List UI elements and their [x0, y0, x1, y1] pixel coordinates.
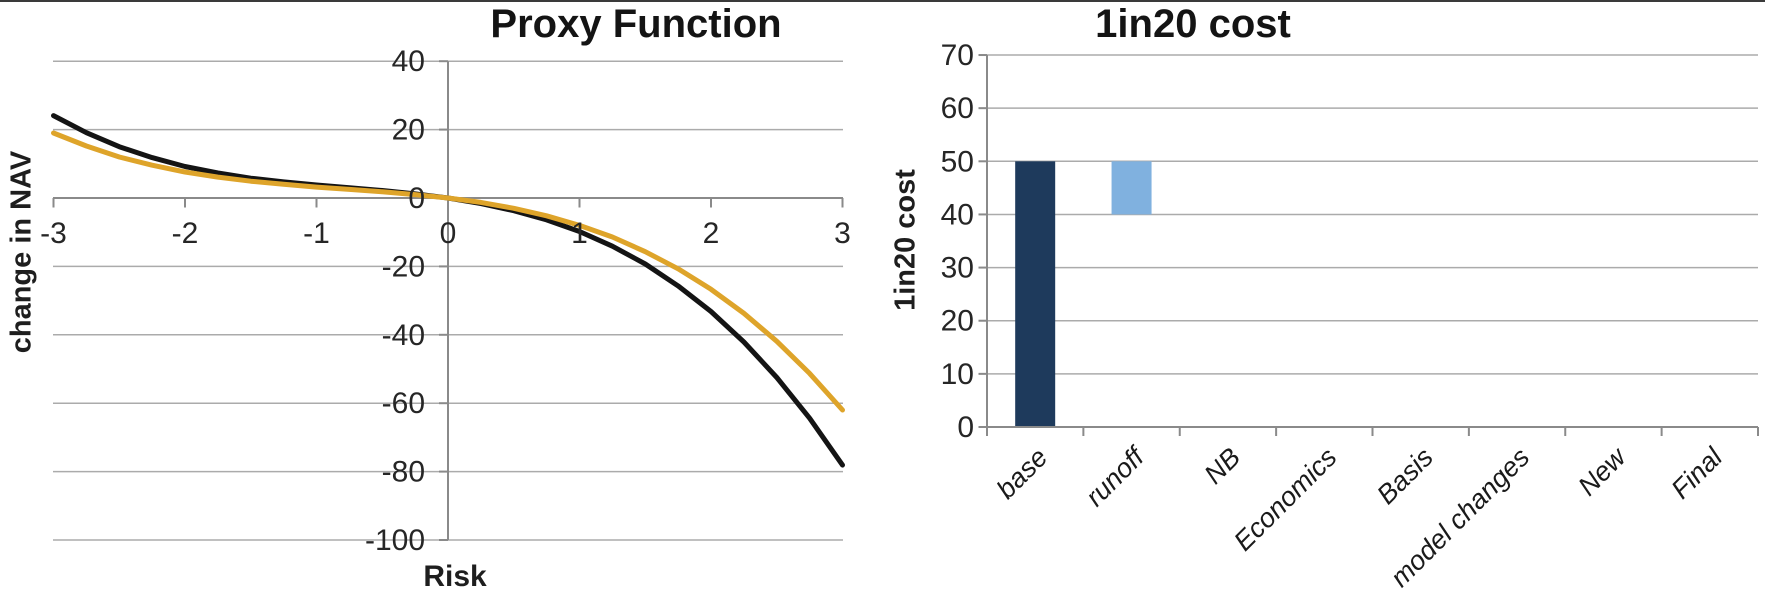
- left-chart-title: Proxy Function: [490, 2, 782, 46]
- series-line-proxy: [51, 130, 845, 413]
- y-tick-label: 70: [941, 39, 974, 72]
- left-y-axis-title: change in NAV: [5, 150, 38, 354]
- y-tick-label: 60: [941, 92, 974, 125]
- y-tick-label: 40: [392, 45, 425, 78]
- y-tick-label: 30: [941, 252, 974, 285]
- y-tick-label: -40: [382, 319, 425, 352]
- y-tick-label: -80: [382, 456, 425, 489]
- y-tick-label: 40: [941, 198, 974, 231]
- y-tick-label: -100: [365, 524, 425, 557]
- right-chart-title: 1in20 cost: [1095, 2, 1291, 46]
- category-label-Basis: Basis: [1371, 442, 1439, 510]
- y-tick-label: 20: [392, 114, 425, 147]
- proxy-function-chart: 40 20 0 -20 -40 -60 -80 -100 -3 -2 -1 0 1 2 3: [40, 45, 851, 557]
- y-tick-label: 20: [941, 305, 974, 338]
- x-tick-label: 3: [834, 217, 851, 250]
- category-label-base: base: [991, 442, 1054, 505]
- x-tick-label: 2: [703, 217, 720, 250]
- y-tick-label: 10: [941, 358, 974, 391]
- y-tick-label: 50: [941, 145, 974, 178]
- y-tick-label: 0: [408, 182, 425, 215]
- category-label-Final: Final: [1665, 441, 1728, 504]
- bar-base: [1015, 161, 1056, 428]
- x-tick-label: -3: [40, 217, 67, 250]
- right-y-axis-title: 1in20 cost: [889, 169, 922, 311]
- top-border-line: [0, 0, 1765, 2]
- category-label-New: New: [1572, 441, 1632, 501]
- category-label-Economics: Economics: [1228, 442, 1343, 557]
- bar-runoff: [1111, 161, 1152, 215]
- x-tick-label: -1: [303, 217, 330, 250]
- x-tick-label: 1: [571, 217, 588, 250]
- x-tick-label: -2: [172, 217, 199, 250]
- category-label-NB: NB: [1198, 442, 1246, 490]
- category-label-runoff: runoff: [1080, 440, 1152, 512]
- x-tick-label: 0: [440, 217, 457, 250]
- y-tick-label: -60: [382, 387, 425, 420]
- y-tick-label: 0: [957, 411, 974, 444]
- y-tick-label: -20: [382, 250, 425, 283]
- left-x-axis-title: Risk: [423, 560, 487, 593]
